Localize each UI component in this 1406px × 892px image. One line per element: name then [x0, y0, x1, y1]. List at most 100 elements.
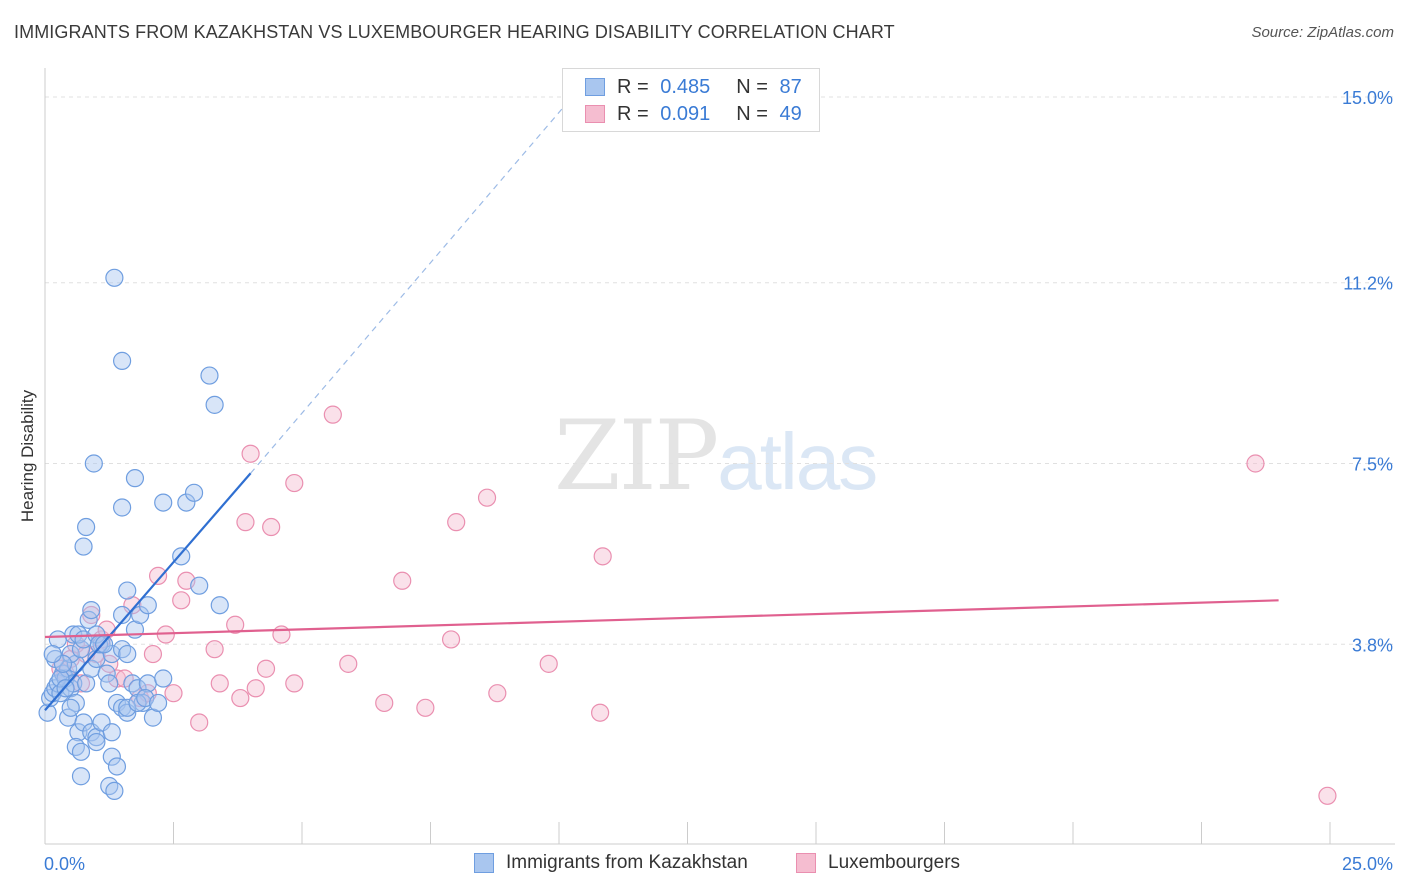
kazakhstan-point — [43, 644, 62, 664]
legend-n-value: 49 — [779, 102, 802, 125]
kazakhstan-point — [125, 469, 145, 488]
luxembourger-point — [488, 684, 507, 703]
correlation-legend: R = 0.485 N = 87 R = 0.091 N = 49 — [562, 68, 820, 132]
luxembourger-point — [285, 674, 304, 693]
kazakhstan-point — [82, 600, 101, 620]
kazakhstan-point — [172, 547, 191, 566]
kazakhstan-point — [154, 493, 173, 512]
kazakhstan-point — [74, 713, 93, 732]
kazakhstan-point — [102, 644, 121, 664]
kazakhstan-point — [112, 498, 132, 517]
legend-row-kazakhstan: R = 0.485 N = 87 — [585, 74, 802, 100]
kazakhstan-point — [177, 493, 196, 512]
watermark: ZIPatlas — [554, 400, 878, 512]
kazakhstan-point — [184, 483, 204, 502]
luxembourger-point — [210, 674, 229, 693]
y-tick-label: 11.2% — [1343, 274, 1393, 294]
kazakhstan-point — [102, 747, 121, 766]
kazakhstan-point — [112, 640, 132, 659]
kazakhstan-point — [102, 723, 121, 742]
luxembourger-point — [285, 473, 304, 493]
luxembourger-point — [416, 698, 435, 717]
luxembourger-point — [190, 713, 209, 732]
legend-row-luxembourgers: R = 0.091 N = 49 — [585, 101, 802, 127]
legend-swatch-blue — [585, 78, 605, 96]
kazakhstan-point — [84, 454, 103, 473]
luxembourger-point — [323, 405, 342, 424]
kazakhstan-point — [66, 737, 85, 757]
legend-n-label: N = — [736, 75, 774, 98]
kazakhstan-point — [100, 674, 119, 693]
luxembourger-point — [477, 488, 497, 507]
luxembourger-point — [231, 688, 250, 708]
legend-n-label: N = — [736, 102, 774, 125]
luxembourger-point — [148, 566, 168, 585]
legend-r-value: 0.091 — [660, 102, 711, 125]
kazakhstan-point — [118, 698, 137, 717]
kazakhstan-point — [154, 669, 173, 688]
legend-r-value: 0.485 — [660, 75, 711, 98]
kazakhstan-point — [148, 693, 168, 713]
luxembourger-point — [593, 547, 612, 566]
kazakhstan-point — [87, 732, 106, 752]
kazakhstan-point — [210, 596, 229, 615]
kazakhstan-point — [41, 688, 60, 708]
luxembourger-point — [143, 644, 163, 664]
kazakhstan-point — [138, 596, 157, 615]
kazakhstan-point — [66, 693, 85, 713]
kazakhstan-point — [105, 268, 124, 287]
luxembourger-point — [172, 591, 191, 610]
luxembourger-point — [393, 571, 412, 590]
kazakhstan-point — [205, 395, 224, 414]
kazakhstan-point — [105, 781, 124, 801]
legend-r-label: R = — [617, 75, 655, 98]
kazakhstan-point — [38, 703, 57, 722]
kazakhstan-point — [61, 698, 80, 717]
x-tick-label: 0.0% — [44, 854, 85, 874]
luxembourger-point — [256, 659, 276, 678]
kazakhstan-point — [71, 767, 91, 786]
kazakhstan-point — [112, 605, 132, 625]
legend-r-label: R = — [617, 102, 655, 125]
luxembourger-point — [246, 679, 265, 698]
kazakhstan-point — [71, 742, 91, 761]
luxembourger-point — [262, 517, 281, 537]
luxembourger-point — [226, 615, 245, 634]
luxembourger-trendline — [44, 599, 1279, 639]
kazakhstan-point — [61, 644, 80, 664]
chart-title: IMMIGRANTS FROM KAZAKHSTAN VS LUXEMBOURG… — [14, 22, 895, 42]
kazakhstan-trendline-extension — [250, 81, 586, 474]
luxembourger-point — [375, 693, 394, 713]
legend-item-luxembourgers[interactable]: Luxembourgers — [796, 852, 960, 874]
kazakhstan-point — [118, 644, 137, 664]
luxembourger-point — [441, 630, 461, 649]
legend-swatch-blue — [474, 853, 494, 873]
y-tick-label: 15.0% — [1342, 88, 1393, 108]
watermark-atlas: atlas — [717, 417, 878, 506]
kazakhstan-point — [112, 351, 132, 370]
legend-n-value: 87 — [779, 75, 802, 98]
kazakhstan-point — [74, 537, 93, 556]
legend-label-kazakhstan: Immigrants from Kazakhstan — [506, 852, 748, 873]
kazakhstan-point — [118, 581, 137, 600]
kazakhstan-point — [69, 723, 88, 742]
legend-label-luxembourgers: Luxembourgers — [828, 852, 961, 873]
x-tick-label: 25.0% — [1342, 854, 1393, 874]
luxembourger-point — [82, 605, 101, 625]
luxembourger-point — [272, 625, 291, 644]
kazakhstan-point — [51, 669, 70, 688]
kazakhstan-trendline — [44, 472, 252, 711]
legend-swatch-pink — [585, 105, 605, 123]
y-tick-label: 7.5% — [1352, 455, 1393, 475]
kazakhstan-point — [100, 776, 119, 796]
watermark-zip: ZIP — [554, 400, 719, 512]
kazakhstan-point — [200, 366, 219, 385]
luxembourger-point — [1318, 786, 1337, 805]
kazakhstan-point — [130, 605, 150, 625]
kazakhstan-point — [107, 757, 127, 776]
legend-item-kazakhstan[interactable]: Immigrants from Kazakhstan — [474, 852, 748, 874]
luxembourger-point — [1246, 454, 1265, 473]
luxembourger-point — [591, 703, 610, 722]
luxembourger-point — [539, 654, 558, 673]
